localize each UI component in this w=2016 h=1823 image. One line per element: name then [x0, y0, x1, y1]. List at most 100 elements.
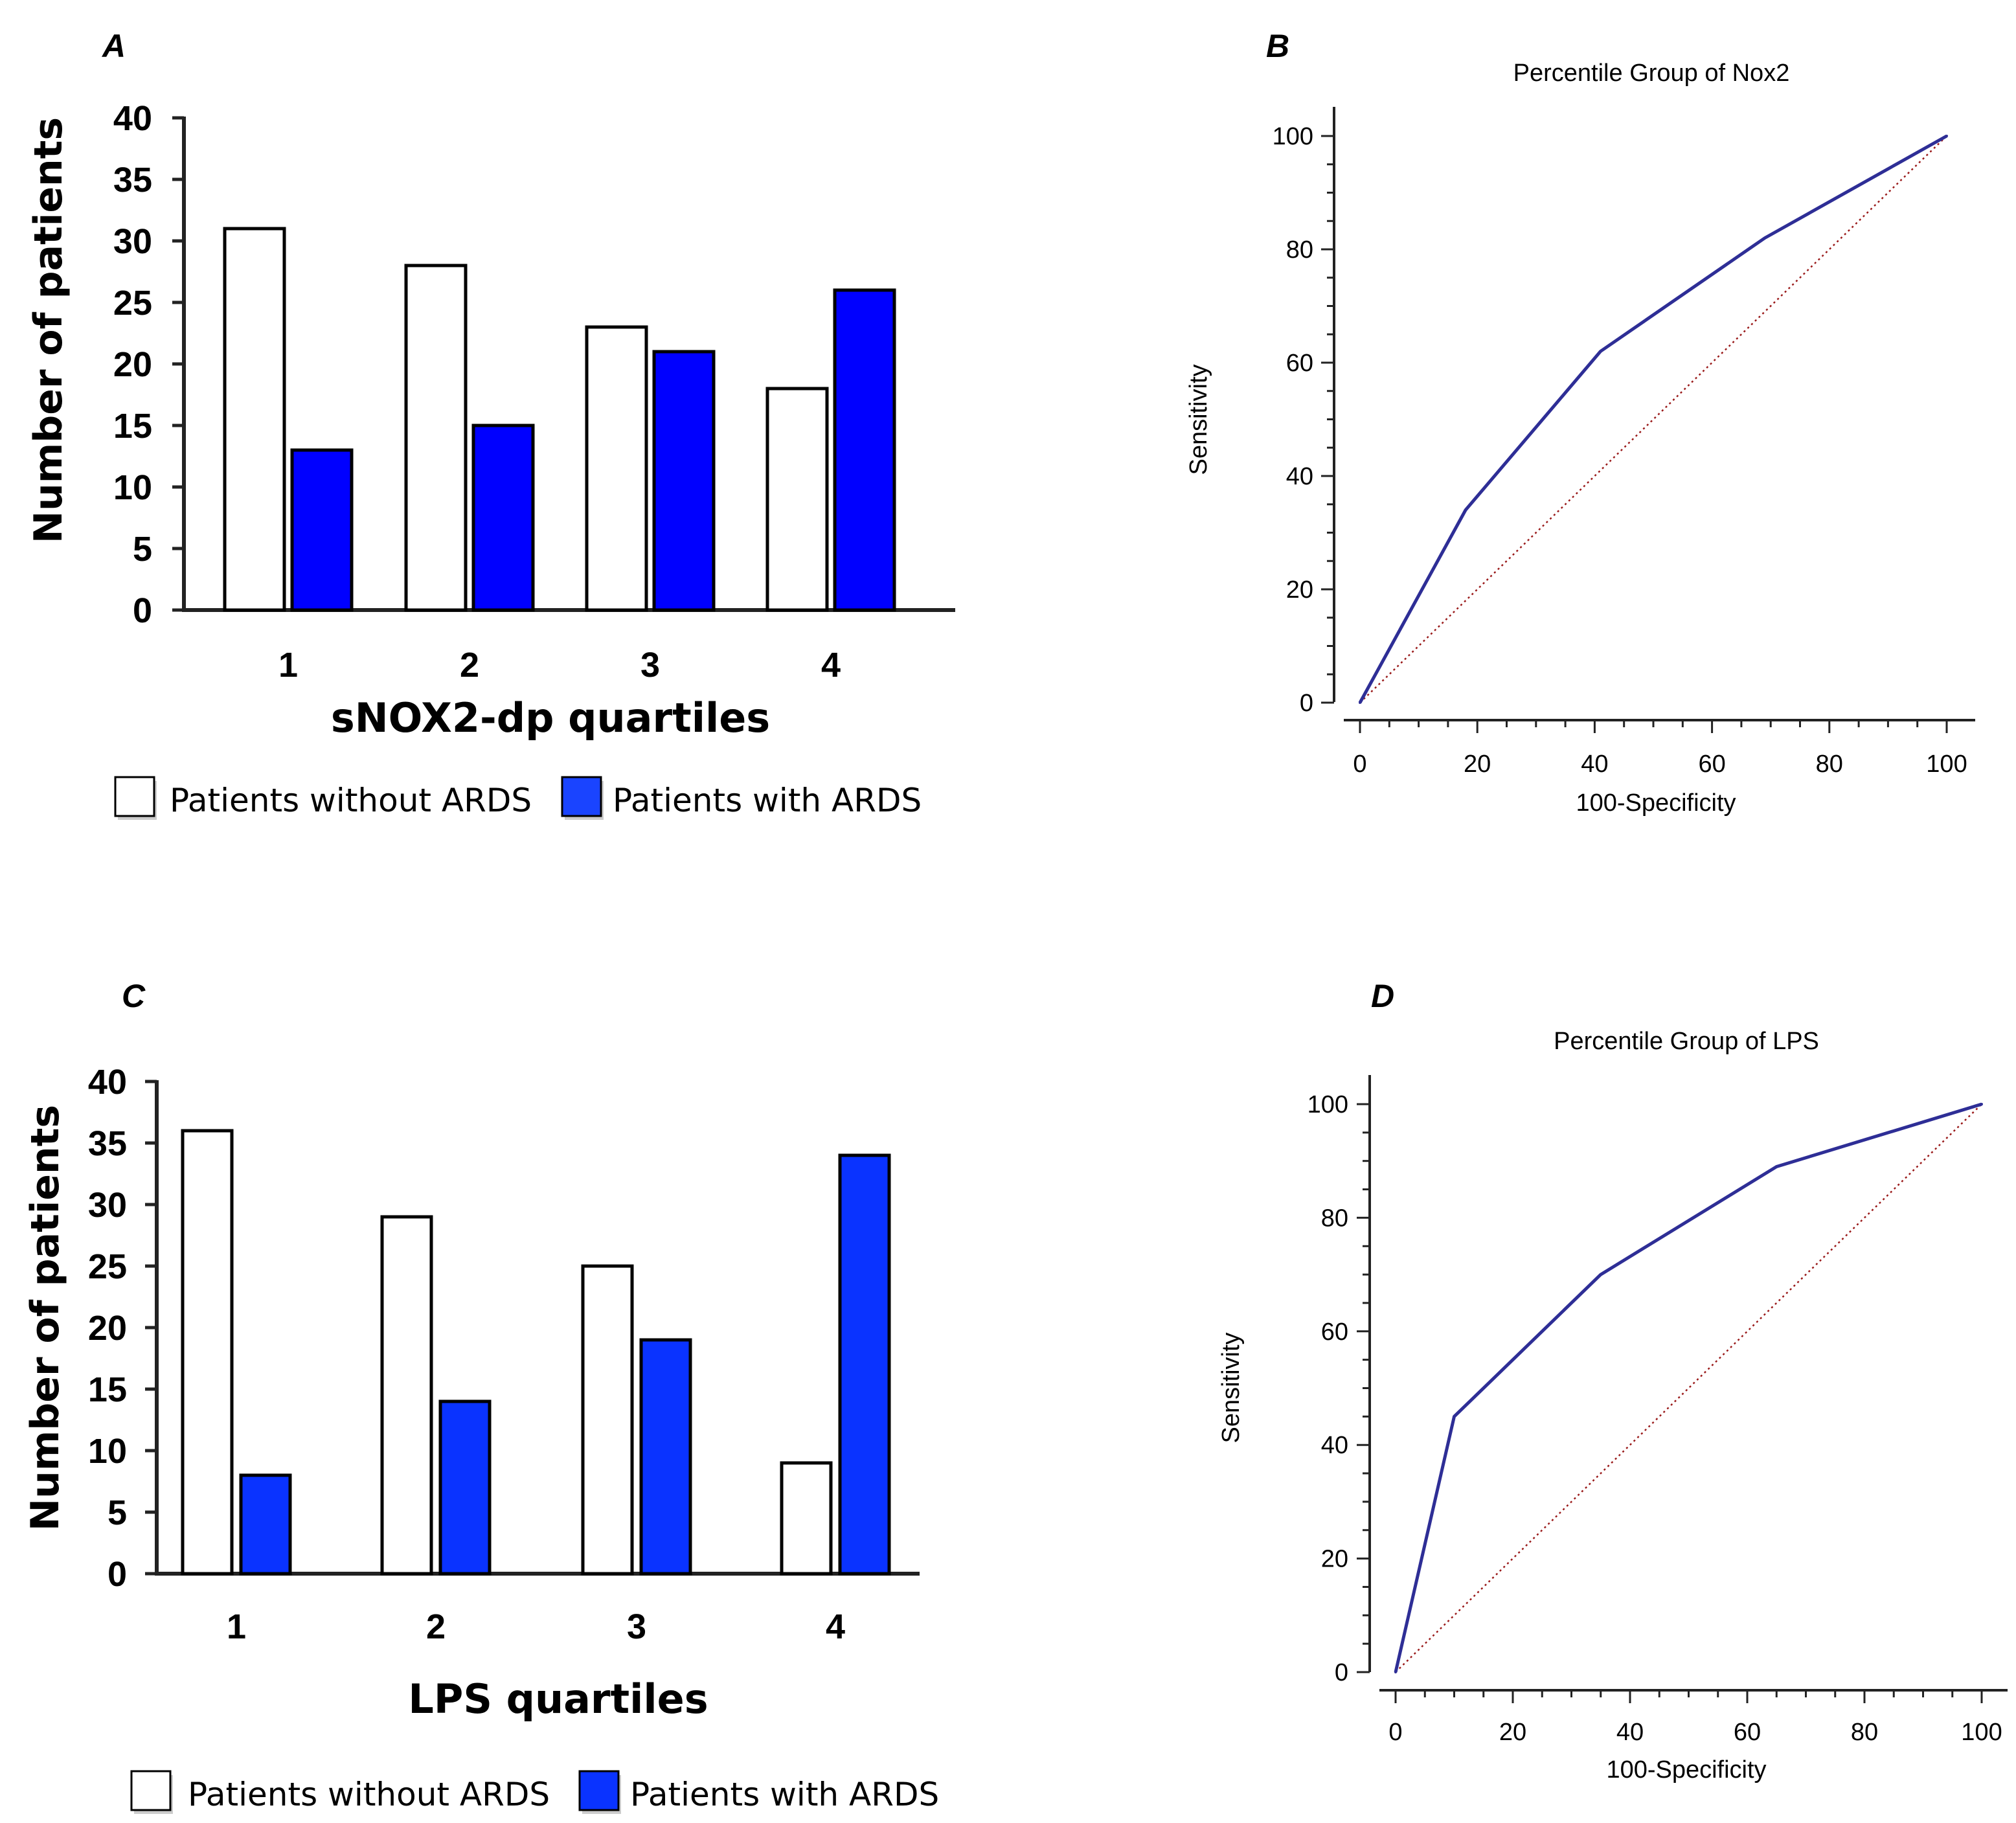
y-tick-label: 0	[133, 591, 152, 630]
bar-without-ards	[181, 1129, 234, 1576]
y-tick-label: 5	[108, 1493, 127, 1532]
panel-d-roc-chart: D Percentile Group of LPS 0 20 40 60 80 100 0 20 4…	[1218, 978, 2008, 1783]
y-tick-label: 40	[113, 99, 152, 138]
y-tick-label: 15	[113, 407, 152, 446]
bar-without-ards	[223, 227, 286, 612]
panel-letter: A	[101, 28, 126, 64]
x-tick-label: 40	[1616, 1719, 1644, 1746]
roc-point	[1599, 1273, 1602, 1276]
roc-point	[1763, 236, 1767, 240]
y-tick-label: 40	[1286, 463, 1313, 490]
legend-swatch-with-ards	[578, 1770, 620, 1811]
roc-point	[1775, 1165, 1778, 1168]
y-tick-label: 80	[1286, 236, 1313, 264]
x-tick-label: 60	[1734, 1719, 1761, 1746]
x-tick-label: 20	[1464, 751, 1491, 778]
y-tick-label: 35	[88, 1124, 127, 1163]
y-axis-label: Number of patients	[26, 117, 71, 543]
y-tick-label: 30	[113, 222, 152, 261]
y-tick-label: 10	[88, 1432, 127, 1471]
x-axis-label: sNOX2-dp quartiles	[331, 694, 770, 742]
roc-point	[1464, 508, 1467, 512]
y-tick-label: 60	[1286, 350, 1313, 377]
panel-letter: C	[122, 978, 146, 1014]
y-tick-label: 40	[1321, 1432, 1348, 1459]
x-tick-label: 2	[426, 1607, 446, 1646]
chart-title: Percentile Group of LPS	[1554, 1028, 1819, 1055]
panel-letter: B	[1266, 28, 1289, 64]
x-tick-label: 2	[460, 646, 479, 685]
y-tick-label: 20	[113, 345, 152, 384]
y-axis-label: Sensitivity	[1218, 1332, 1245, 1443]
panel-c-bar-chart: C 0 5 10 15 20 25 30 35 40 1 2 3 4 LPS quartiles Number…	[23, 978, 939, 1814]
x-tick-label: 4	[826, 1607, 845, 1646]
panel-a-bar-chart: A 0 5 10 15 20 25 30 35 40 1 2 3 4 sNOX2-dp quartiles N…	[26, 28, 955, 820]
legend-swatch-without-ards	[130, 1770, 172, 1811]
y-tick-label: 35	[113, 161, 152, 199]
y-tick-label: 20	[1286, 576, 1313, 604]
x-tick-label: 80	[1851, 1719, 1878, 1746]
roc-curve-line	[1394, 1102, 1982, 1673]
legend-swatch-with-ards	[561, 776, 602, 817]
chart-title: Percentile Group of Nox2	[1513, 60, 1790, 87]
y-tick-label: 0	[1335, 1659, 1348, 1686]
roc-point	[1453, 1415, 1456, 1418]
x-tick-label: 0	[1353, 751, 1366, 778]
bar-without-ards	[404, 264, 468, 612]
legend-label-without-ards: Patients without ARDS	[170, 782, 532, 819]
reference-diagonal-line	[1359, 135, 1947, 703]
roc-point	[1945, 135, 1948, 137]
y-tick-label: 80	[1321, 1205, 1348, 1232]
x-tick-label: 20	[1499, 1719, 1526, 1746]
y-tick-label: 25	[113, 284, 152, 323]
x-axis-label: LPS quartiles	[408, 1675, 708, 1723]
roc-point	[1359, 701, 1361, 704]
y-tick-label: 20	[1321, 1546, 1348, 1573]
y-tick-label: 100	[1308, 1091, 1348, 1118]
bar-without-ards	[765, 387, 829, 612]
bar-with-ards	[471, 424, 535, 612]
x-tick-label: 40	[1581, 751, 1608, 778]
x-tick-label: 4	[821, 646, 841, 685]
x-tick-label: 80	[1816, 751, 1843, 778]
bar-with-ards	[639, 1338, 692, 1576]
x-tick-label: 3	[627, 1607, 646, 1646]
y-tick-label: 30	[88, 1186, 127, 1225]
x-tick-label: 100	[1961, 1719, 2002, 1746]
y-tick-label: 20	[88, 1309, 127, 1348]
panel-b-roc-chart: B Percentile Group of Nox2 0 20 40 60 80 100 0 20…	[1185, 28, 1975, 817]
bar-with-ards	[652, 350, 716, 612]
y-tick-label: 100	[1273, 123, 1313, 150]
roc-point	[1980, 1103, 1983, 1105]
bar-with-ards	[833, 288, 896, 612]
panel-letter: D	[1371, 978, 1394, 1014]
bar-without-ards	[585, 325, 648, 612]
y-tick-label: 5	[133, 530, 152, 569]
x-tick-label: 0	[1388, 1719, 1402, 1746]
reference-diagonal-line	[1395, 1104, 1982, 1673]
bar-with-ards	[239, 1473, 292, 1576]
legend-label-without-ards: Patients without ARDS	[188, 1776, 550, 1813]
bar-with-ards	[838, 1153, 891, 1576]
x-tick-label: 60	[1698, 751, 1725, 778]
bar-without-ards	[581, 1264, 634, 1576]
y-axis-label: Sensitivity	[1185, 364, 1212, 475]
legend-swatch-without-ards	[114, 776, 155, 817]
y-tick-label: 25	[88, 1247, 127, 1286]
y-tick-label: 40	[88, 1063, 127, 1102]
y-tick-label: 0	[1300, 690, 1313, 717]
legend-label-with-ards: Patients with ARDS	[613, 782, 922, 819]
y-tick-label: 15	[88, 1370, 127, 1409]
bar-without-ards	[380, 1215, 433, 1576]
legend-label-with-ards: Patients with ARDS	[630, 1776, 939, 1813]
x-tick-label: 1	[227, 1607, 246, 1646]
x-tick-label: 100	[1926, 751, 1967, 778]
bar-with-ards	[438, 1399, 492, 1576]
roc-point	[1599, 350, 1602, 353]
bar-without-ards	[780, 1461, 833, 1576]
x-axis-label: 100-Specificity	[1576, 789, 1736, 817]
roc-point	[1394, 1671, 1397, 1673]
x-tick-label: 1	[278, 646, 298, 685]
roc-curve-line	[1358, 134, 1948, 704]
